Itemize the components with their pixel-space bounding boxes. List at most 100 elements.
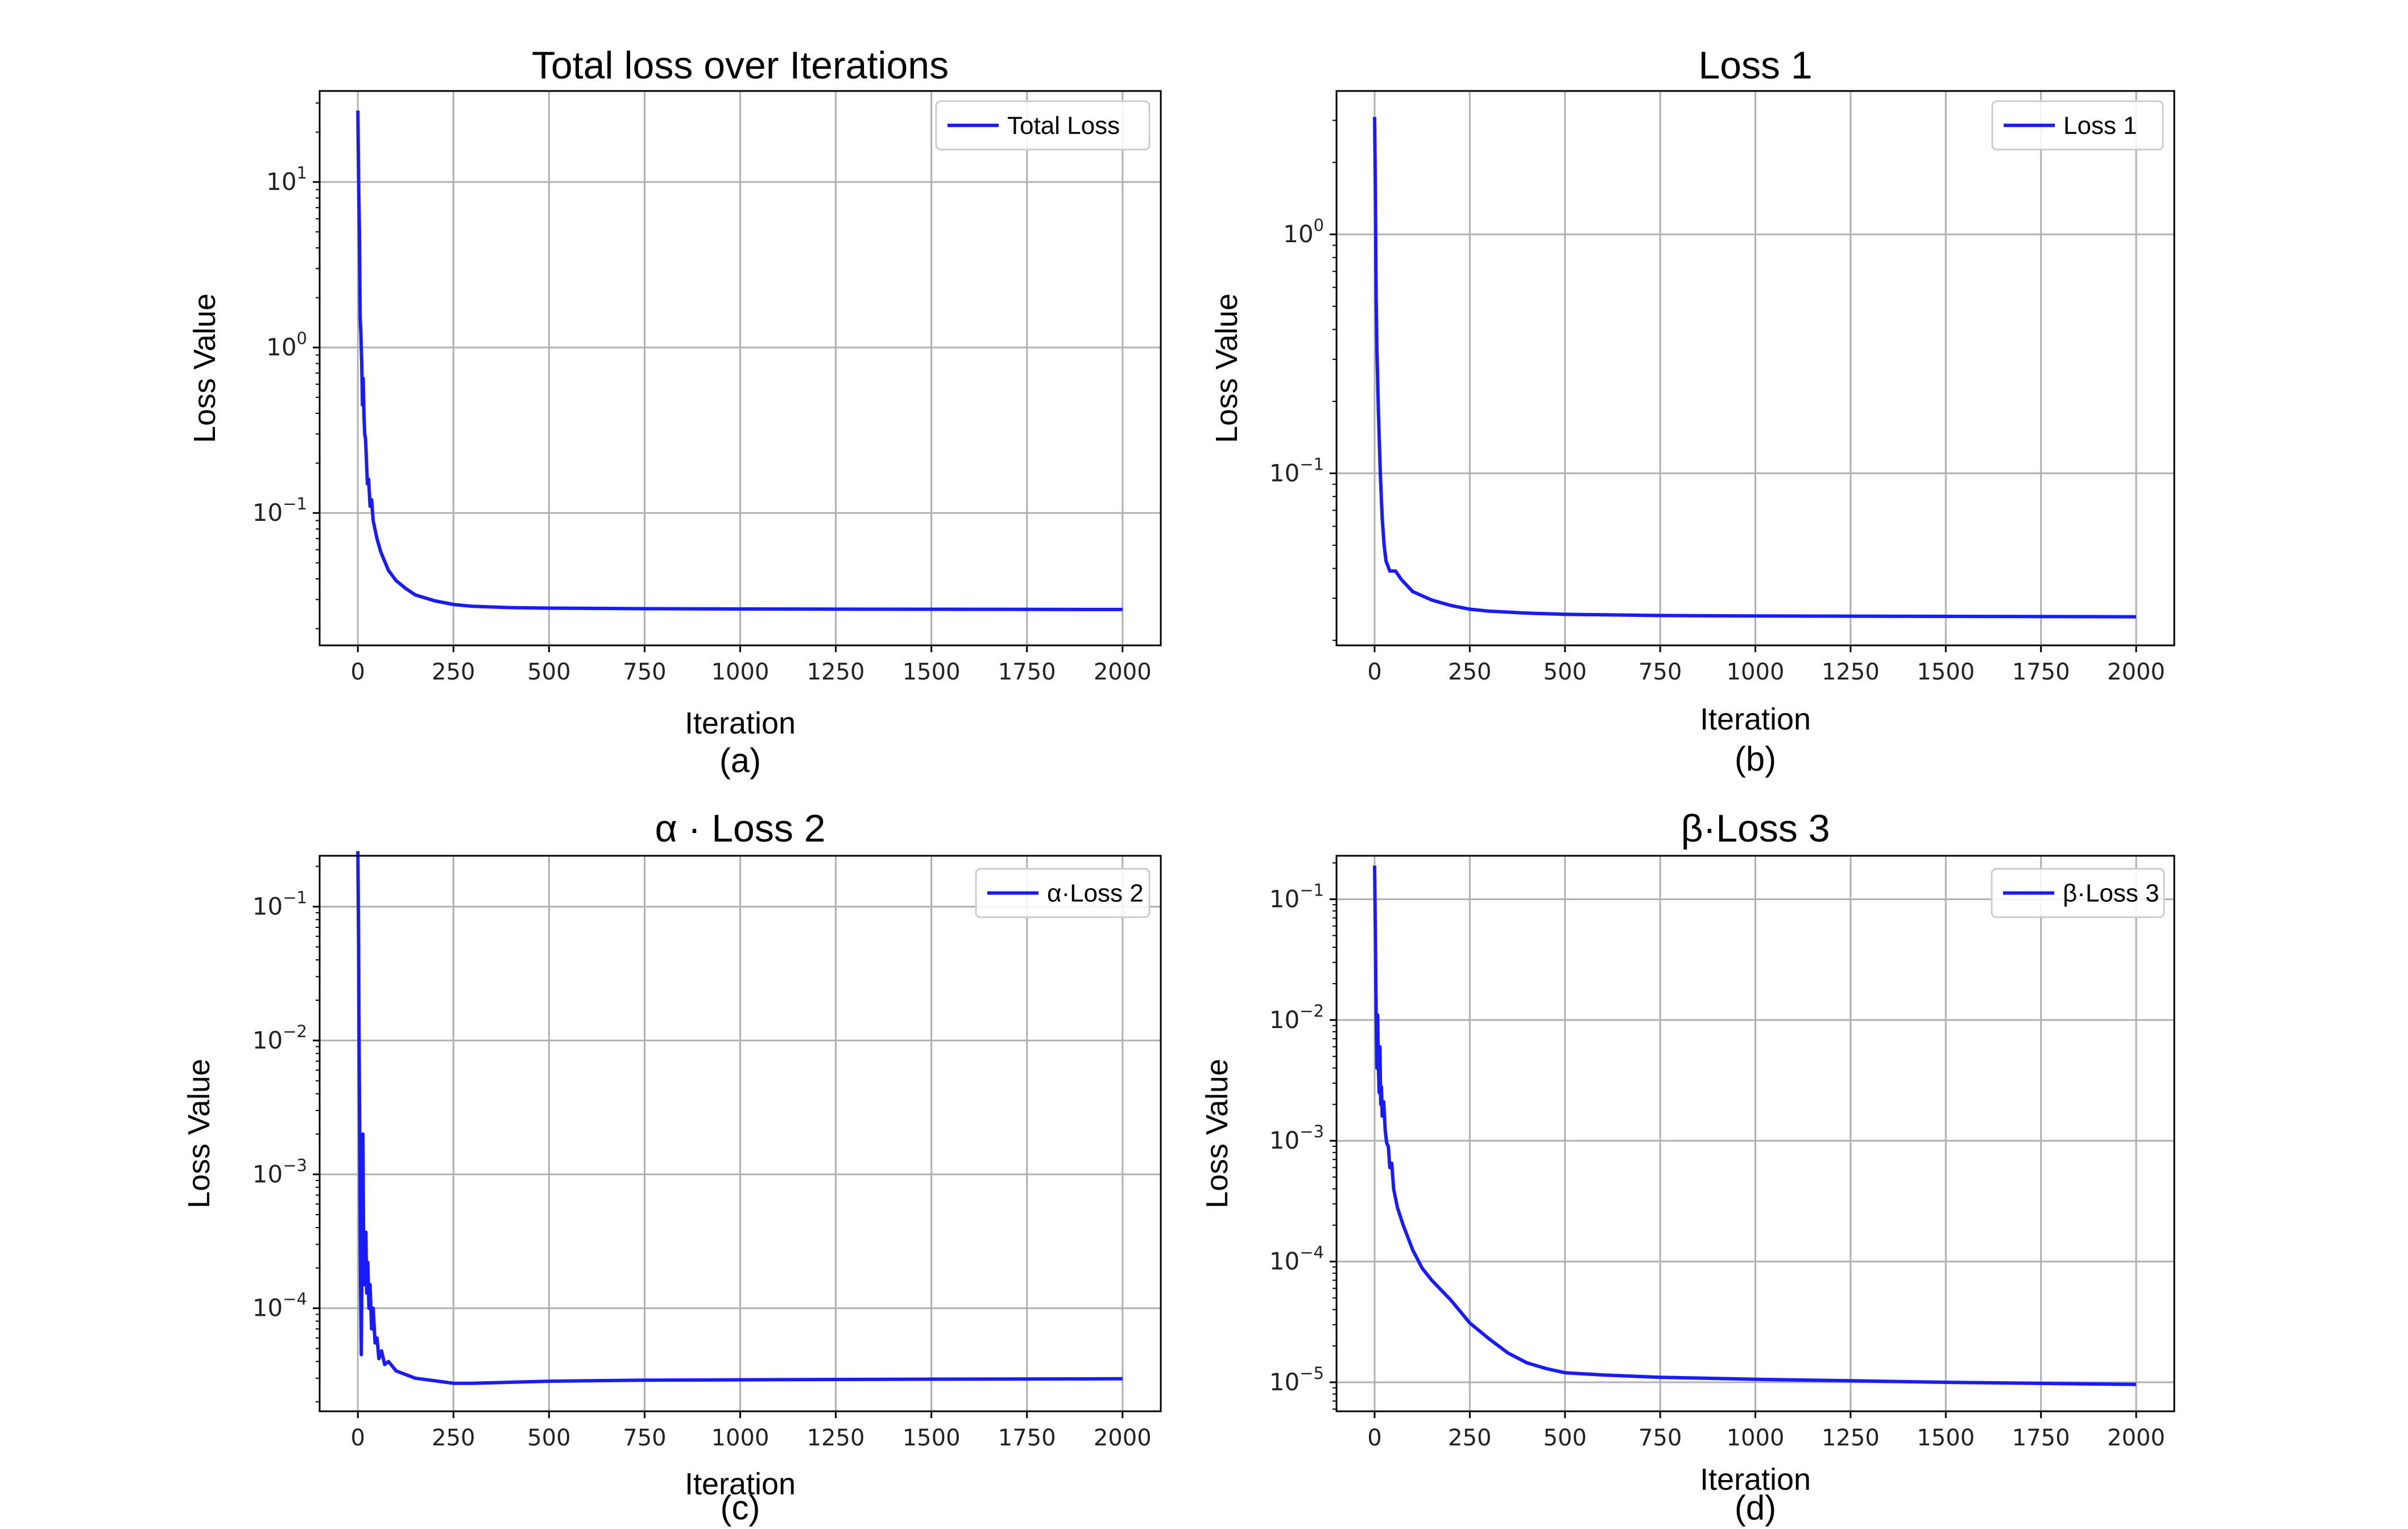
x-tick-label: 500: [527, 1425, 570, 1451]
x-tick-label: 1250: [1822, 659, 1880, 685]
x-tick-label: 0: [351, 1425, 365, 1451]
plot-frame: [1335, 855, 2175, 1412]
panel-caption: (a): [719, 741, 761, 780]
y-tick-label: 100: [266, 329, 307, 361]
x-tick-label: 1250: [1822, 1425, 1880, 1451]
chart-title: β·Loss 3: [1681, 807, 1830, 850]
y-tick-label: 10−1: [1269, 880, 1324, 913]
x-tick-label: 0: [351, 659, 365, 685]
y-axis-label: Loss Value: [1200, 1059, 1234, 1208]
y-tick-base: 10: [1269, 1248, 1300, 1275]
y-tick-label: 10−1: [253, 494, 307, 527]
x-tick-label: 750: [623, 1425, 666, 1451]
series-line-1: [356, 110, 1123, 611]
x-tick-label: 1000: [711, 1425, 769, 1451]
x-tick-label: 750: [623, 659, 666, 685]
panel-caption: (c): [721, 1489, 760, 1527]
x-tick-label: 2000: [2107, 1425, 2165, 1451]
x-tick-label: 1250: [807, 659, 865, 685]
x-tick-label: 1000: [711, 659, 769, 685]
panel-caption: (b): [1735, 740, 1776, 778]
y-tick-base: 10: [253, 499, 283, 527]
legend: α·Loss 2: [975, 868, 1151, 918]
y-tick-label: 100: [1283, 216, 1324, 248]
x-tick-label: 0: [1367, 659, 1381, 685]
x-axis-label: Iteration: [1700, 702, 1811, 736]
x-axis-label: Iteration: [685, 706, 796, 740]
plot-frame: [318, 90, 1162, 647]
y-tick-base: 10: [253, 892, 283, 920]
legend: β·Loss 3: [1991, 868, 2165, 918]
y-axis-label: Loss Value: [182, 1059, 216, 1208]
panel-caption: (d): [1735, 1489, 1776, 1527]
y-tick-base: 10: [1269, 1006, 1300, 1034]
chart-title: α · Loss 2: [655, 807, 825, 850]
x-tick-label: 1500: [903, 1425, 961, 1451]
legend-box: [1991, 868, 2165, 918]
legend-box: [935, 100, 1151, 151]
x-tick-label: 250: [432, 1425, 475, 1451]
legend-box: [1991, 100, 2164, 151]
x-axis-label: Iteration: [1700, 1462, 1811, 1497]
y-tick-label: 10−2: [253, 1022, 307, 1054]
x-tick-label: 250: [1448, 659, 1491, 685]
x-tick-label: 2000: [2107, 659, 2165, 685]
y-tick-label: 10−4: [253, 1290, 307, 1322]
y-tick-exponent: 0: [1314, 216, 1324, 235]
chart-title: Total loss over Iterations: [532, 44, 949, 87]
y-axis-label: Loss Value: [1210, 293, 1244, 443]
x-tick-label: 250: [1448, 1425, 1491, 1451]
y-tick-exponent: −5: [1300, 1364, 1324, 1383]
chart-panel-c: 0 250 500 750 1000 1250 1500 1750 200010−110−210…: [182, 807, 1162, 1527]
y-tick-base: 10: [253, 1294, 283, 1322]
x-tick-label: 1500: [1917, 1425, 1975, 1451]
x-tick-label: 1750: [998, 659, 1056, 685]
y-tick-base: 10: [1269, 885, 1300, 913]
y-tick-label: 10−3: [1269, 1122, 1324, 1154]
x-tick-label: 1750: [2012, 1425, 2070, 1451]
y-tick-exponent: 1: [297, 163, 307, 183]
y-tick-exponent: −2: [1300, 1001, 1324, 1021]
x-tick-label: 1750: [2012, 659, 2070, 685]
series-line-1: [356, 851, 1123, 1385]
legend-label: α·Loss 2: [1047, 880, 1144, 908]
y-tick-exponent: −1: [283, 494, 307, 513]
y-tick-exponent: −1: [1300, 880, 1324, 900]
x-tick-label: 500: [1544, 1425, 1587, 1451]
y-tick-base: 10: [1269, 459, 1300, 487]
x-tick-label: 2000: [1094, 659, 1152, 685]
x-tick-label: 250: [432, 659, 475, 685]
x-tick-label: 1000: [1727, 659, 1785, 685]
x-axis-label: Iteration: [685, 1467, 796, 1501]
legend-label: β·Loss 3: [2063, 880, 2159, 908]
chart-title: Loss 1: [1698, 44, 1812, 87]
plot-frame: [1335, 90, 2175, 647]
legend-label: Loss 1: [2063, 112, 2137, 140]
x-tick-label: 0: [1367, 1425, 1381, 1451]
y-tick-label: 101: [266, 163, 307, 196]
y-tick-exponent: −4: [283, 1290, 307, 1309]
series-line-1: [1373, 117, 2137, 619]
y-tick-label: 10−3: [253, 1155, 307, 1188]
y-tick-exponent: −3: [1300, 1122, 1324, 1141]
y-tick-base: 10: [1269, 1368, 1300, 1396]
x-tick-label: 750: [1639, 659, 1682, 685]
legend-box: [975, 868, 1151, 918]
x-tick-label: 750: [1639, 1425, 1682, 1451]
legend: Loss 1: [1991, 100, 2164, 151]
y-tick-label: 10−2: [1269, 1001, 1324, 1034]
chart-panel-d: 0 250 500 750 1000 1250 1500 1750 200010−110−210…: [1200, 807, 2175, 1527]
plot-frame: [318, 855, 1162, 1412]
y-tick-exponent: −4: [1300, 1243, 1324, 1262]
y-tick-base: 10: [1283, 220, 1313, 248]
x-tick-label: 500: [527, 659, 570, 685]
y-tick-base: 10: [253, 1160, 283, 1188]
y-tick-label: 10−5: [1269, 1364, 1324, 1396]
x-tick-label: 1500: [1917, 659, 1975, 685]
y-tick-exponent: −2: [283, 1022, 307, 1041]
y-tick-base: 10: [1269, 1126, 1300, 1154]
y-tick-exponent: −1: [1300, 454, 1324, 474]
x-tick-label: 1250: [807, 1425, 865, 1451]
x-tick-label: 1000: [1727, 1425, 1785, 1451]
